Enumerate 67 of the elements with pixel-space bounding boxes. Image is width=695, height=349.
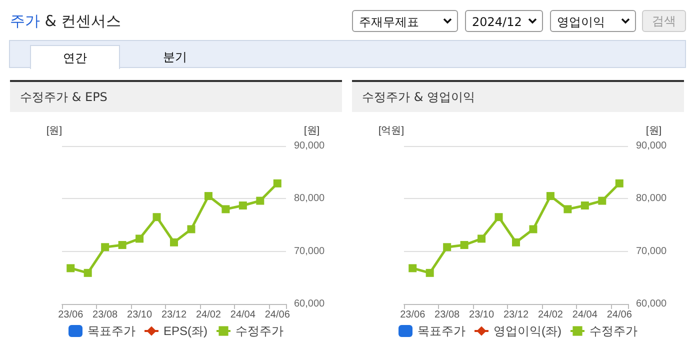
y2-axis-title: [원] — [646, 126, 662, 136]
x-tick-label: 23/12 — [503, 310, 529, 320]
y2-tick-label: 90,000 — [636, 140, 668, 152]
text: 분기 — [162, 49, 188, 66]
x-tick-label: 23/10 — [469, 310, 494, 320]
point — [273, 179, 282, 188]
text: 주가 & 컨센서스 — [10, 12, 122, 31]
x-tick-label: 24/04 — [230, 310, 256, 320]
y-axis-title: [원] — [46, 126, 62, 136]
point — [426, 268, 434, 277]
x-tick-label: 24/02 — [196, 310, 222, 320]
chart-title: 수정주가 & 영업이익 — [352, 82, 684, 112]
text: 2024/12 — [465, 10, 543, 32]
point — [152, 213, 161, 222]
legend-label: EPS(좌) — [164, 324, 208, 338]
point — [136, 234, 144, 243]
y2-tick-label: 70,000 — [636, 246, 668, 257]
point — [222, 205, 230, 214]
point — [494, 213, 503, 222]
point — [460, 241, 468, 250]
x-tick-label: 24/04 — [572, 310, 598, 320]
point — [512, 238, 520, 246]
x-tick-label: 24/06 — [606, 310, 632, 320]
x-tick-label: 23/06 — [58, 310, 84, 320]
point — [529, 225, 538, 234]
text: 주재무제표 — [352, 10, 458, 32]
point — [84, 268, 92, 277]
legend-label: 수정주가 — [589, 324, 638, 338]
x-tick-label: 23/10 — [127, 310, 152, 320]
point — [564, 205, 572, 214]
point — [204, 192, 212, 200]
point — [546, 192, 554, 200]
x-tick-label: 23/12 — [161, 310, 187, 320]
chart-title: 수정주가 & EPS — [10, 82, 342, 112]
point — [187, 225, 196, 234]
point — [238, 202, 247, 210]
point — [170, 238, 178, 246]
point — [615, 179, 624, 188]
text: 영업이익 — [550, 10, 636, 32]
legend-label: 영업이익(좌) — [494, 324, 562, 338]
x-tick-label: 23/08 — [92, 310, 118, 320]
point — [118, 241, 126, 250]
point — [101, 243, 110, 252]
point — [408, 264, 417, 272]
y2-tick-label: 60,000 — [294, 298, 326, 310]
x-tick-label: 23/06 — [400, 310, 426, 320]
x-tick-label: 23/08 — [434, 310, 460, 320]
point — [66, 264, 75, 272]
x-tick-label: 24/06 — [264, 310, 290, 320]
y2-axis-title: [원] — [304, 126, 320, 136]
y2-tick-label: 70,000 — [294, 246, 326, 257]
point — [443, 243, 452, 252]
text: 연간 — [30, 45, 120, 69]
point — [256, 196, 264, 205]
legend-label: 목표주가 — [88, 324, 136, 338]
legend-label: 수정주가 — [236, 324, 284, 338]
point — [598, 196, 606, 205]
legend-label: 목표주가 — [418, 324, 466, 338]
y-axis-title: [억원] — [378, 126, 404, 136]
y2-tick-label: 80,000 — [636, 193, 668, 204]
point — [580, 202, 589, 210]
y2-tick-label: 60,000 — [636, 298, 668, 310]
text: 검색 — [642, 10, 686, 32]
y2-tick-label: 80,000 — [294, 193, 326, 204]
y2-tick-label: 90,000 — [294, 140, 326, 152]
x-tick-label: 24/02 — [538, 310, 564, 320]
point — [478, 234, 486, 243]
